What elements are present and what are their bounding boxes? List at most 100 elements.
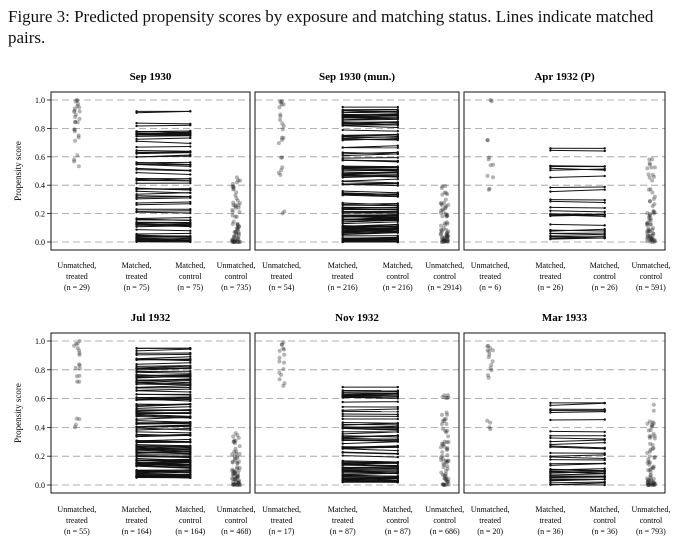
unmatched-control-point	[230, 237, 235, 242]
unmatched-control-point	[445, 213, 450, 218]
unmatched-control-point	[233, 446, 238, 451]
unmatched-control-point	[649, 236, 654, 241]
unmatched-control-point	[652, 174, 657, 179]
matched-pair-line	[136, 390, 191, 393]
matched-control-point	[189, 452, 192, 456]
y-axis-label: Propensity score	[13, 141, 23, 201]
matched-pair-line	[136, 427, 191, 431]
unmatched-treated-point	[77, 339, 82, 343]
unmatched-control-point	[233, 477, 238, 482]
matched-treated-point	[135, 161, 138, 164]
matched-treated-point	[549, 149, 552, 152]
category-count: (n = 686)	[430, 527, 460, 536]
unmatched-control-point	[441, 482, 446, 487]
matched-pair-line	[136, 222, 191, 225]
unmatched-control-point	[647, 198, 652, 203]
unmatched-treated-point	[280, 127, 285, 132]
matched-treated-point	[135, 210, 138, 213]
unmatched-treated-point	[72, 127, 77, 132]
unmatched-treated-point	[488, 163, 493, 168]
matched-pair-line	[342, 460, 398, 463]
unmatched-treated-point	[282, 209, 287, 214]
y-tick-label: 0.4	[35, 181, 45, 190]
matched-control-point	[603, 228, 606, 231]
unmatched-control-point	[231, 187, 236, 192]
unmatched-control-point	[647, 217, 652, 222]
unmatched-control-point	[443, 197, 448, 202]
matched-treated-point	[549, 165, 552, 168]
matched-control-point	[189, 447, 192, 450]
unmatched-control-point	[446, 229, 451, 234]
unmatched-control-point	[232, 468, 237, 473]
matched-control-point	[189, 382, 192, 386]
category-count: (n = 2914)	[428, 283, 462, 292]
matched-pair-line	[136, 163, 191, 167]
matched-pair-line	[342, 167, 398, 170]
matched-treated-point	[135, 376, 138, 380]
unmatched-control-point	[649, 165, 654, 170]
unmatched-control-point	[237, 239, 242, 244]
category-count: (n = 87)	[330, 527, 356, 536]
matched-control-point	[189, 456, 192, 459]
unmatched-control-point	[647, 482, 652, 487]
unmatched-control-point	[234, 190, 239, 195]
unmatched-control-point	[234, 474, 239, 479]
matched-control-point	[189, 211, 192, 215]
unmatched-control-point	[652, 165, 657, 170]
matched-pair-line	[550, 481, 605, 484]
matched-pair-line	[136, 386, 191, 389]
unmatched-control-point	[443, 184, 448, 189]
unmatched-control-point	[444, 203, 449, 208]
unmatched-control-point	[439, 185, 444, 190]
unmatched-control-point	[652, 210, 657, 215]
unmatched-treated-point	[281, 367, 286, 372]
matched-control-point	[396, 455, 399, 459]
unmatched-control-point	[441, 208, 446, 213]
unmatched-control-point	[445, 440, 450, 445]
unmatched-control-point	[649, 481, 654, 486]
matched-control-point	[603, 188, 606, 191]
category-label: Matched,	[175, 505, 205, 514]
unmatched-control-point	[445, 230, 450, 235]
matched-control-point	[396, 182, 399, 185]
matched-treated-point	[341, 400, 344, 404]
unmatched-control-point	[650, 178, 655, 183]
unmatched-treated-point	[75, 103, 80, 108]
matched-treated-point	[341, 193, 344, 197]
matched-control-point	[189, 386, 192, 389]
panel-1: Sep 1930 (mun.) Unmatched, treated (n = 54)…	[254, 71, 464, 292]
category-count: (n = 36)	[592, 527, 618, 536]
matched-treated-point	[549, 418, 552, 422]
unmatched-control-point	[444, 477, 449, 482]
matched-control-point	[189, 421, 192, 424]
unmatched-control-point	[651, 237, 656, 242]
category-label: Matched,	[590, 261, 620, 270]
matched-control-point	[189, 405, 192, 408]
matched-control-point	[603, 224, 606, 227]
matched-treated-point	[341, 231, 344, 234]
panel-3: Jul 1932 0.0 0.2 0.4 0.6 0.8 1.0 Propensity sco…	[13, 312, 256, 536]
unmatched-control-point	[652, 436, 657, 441]
unmatched-control-point	[236, 480, 241, 485]
unmatched-treated-point	[488, 366, 493, 371]
matched-pair-line	[342, 466, 398, 469]
matched-pair-line	[342, 157, 398, 159]
unmatched-control-point	[646, 428, 651, 433]
matched-pair-line	[136, 448, 191, 452]
matched-pair-line	[342, 408, 398, 411]
matched-treated-point	[341, 128, 344, 132]
unmatched-control-point	[650, 420, 655, 425]
matched-treated-point	[341, 394, 344, 397]
unmatched-control-point	[651, 480, 656, 485]
matched-pair-line	[136, 167, 191, 171]
category-label: Unmatched,	[217, 261, 256, 270]
unmatched-control-point	[646, 482, 651, 487]
matched-treated-point	[135, 402, 138, 406]
matched-pair-line	[136, 397, 191, 400]
matched-pair-line	[136, 348, 191, 352]
matched-treated-point	[341, 179, 344, 183]
category-label: Unmatched,	[262, 261, 301, 270]
unmatched-control-point	[237, 201, 242, 206]
unmatched-control-point	[230, 452, 235, 457]
matched-treated-point	[135, 240, 138, 243]
